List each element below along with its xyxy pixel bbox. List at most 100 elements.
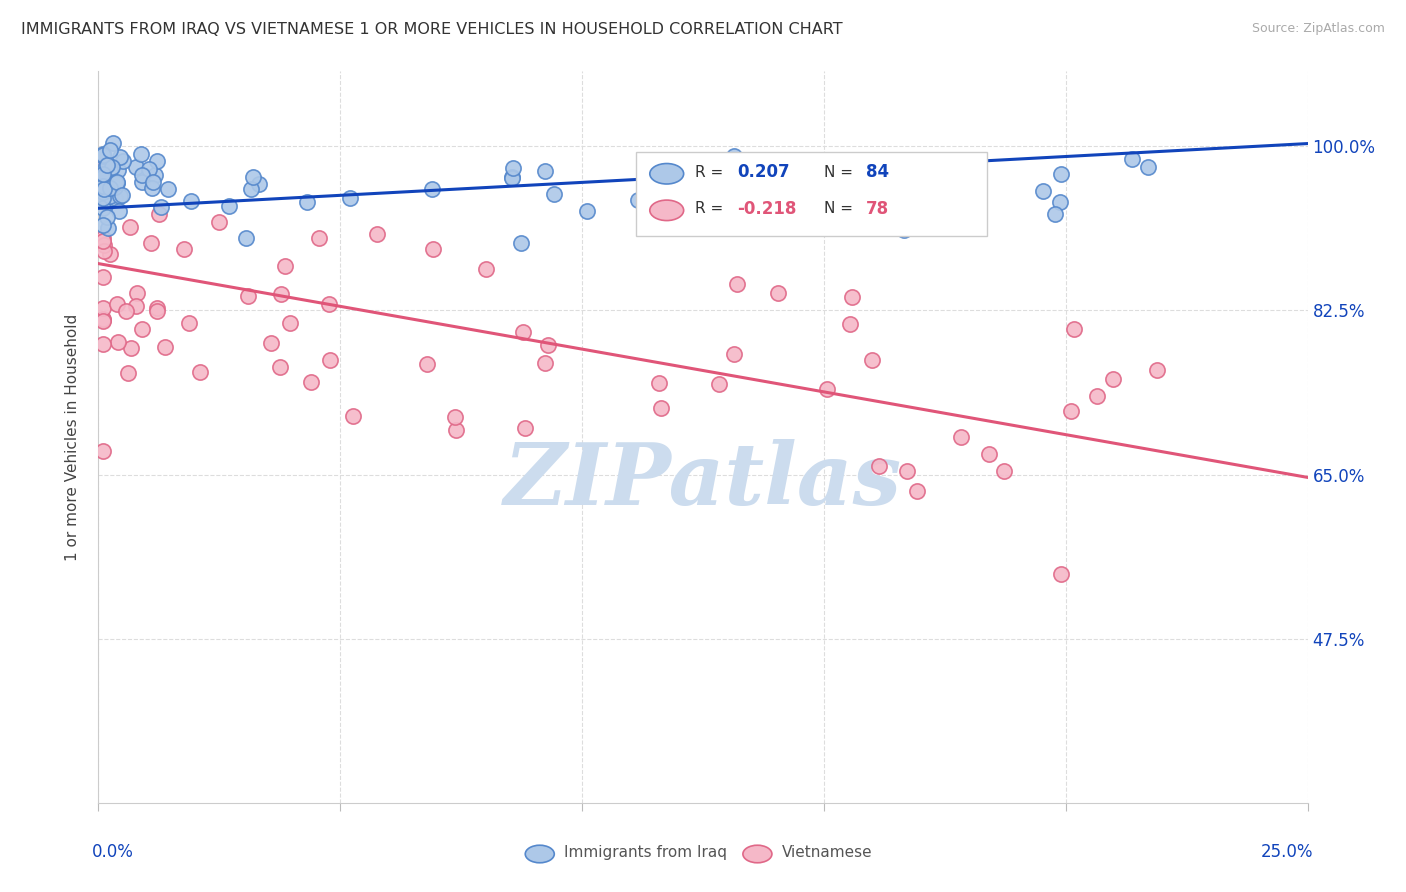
Point — [91, 158, 114, 172]
Point — [98, 163, 121, 178]
Point — [1085, 389, 1108, 403]
Point — [839, 317, 862, 331]
Point — [1137, 161, 1160, 175]
Point — [914, 194, 936, 208]
Point — [98, 143, 121, 157]
Point — [512, 326, 534, 340]
Point — [111, 187, 134, 202]
Point — [157, 182, 180, 196]
Point — [650, 401, 672, 416]
Point — [91, 219, 114, 233]
Point — [807, 213, 830, 227]
Text: N =: N = — [824, 202, 858, 217]
Point — [173, 242, 195, 256]
Point — [108, 204, 131, 219]
Point — [108, 150, 131, 164]
Point — [366, 227, 388, 241]
Circle shape — [742, 846, 772, 863]
Point — [107, 163, 129, 178]
Point — [91, 313, 114, 327]
Point — [1050, 567, 1073, 582]
Point — [91, 190, 114, 204]
Point — [93, 174, 115, 188]
Point — [295, 195, 318, 210]
Point — [274, 259, 297, 273]
Point — [896, 464, 918, 478]
Text: ZIPatlas: ZIPatlas — [503, 439, 903, 523]
Text: Vietnamese: Vietnamese — [782, 845, 872, 860]
Point — [91, 201, 114, 215]
Point — [537, 338, 560, 352]
Point — [1050, 167, 1073, 181]
Point — [91, 147, 114, 161]
Point — [150, 200, 173, 214]
Point — [91, 178, 114, 192]
Point — [91, 149, 114, 163]
Point — [815, 382, 838, 396]
Point — [841, 290, 863, 304]
Point — [91, 270, 114, 285]
Point — [125, 285, 148, 300]
Point — [208, 215, 231, 229]
Point — [533, 163, 555, 178]
Point — [444, 409, 467, 424]
Y-axis label: 1 or more Vehicles in Household: 1 or more Vehicles in Household — [65, 313, 80, 561]
Point — [725, 277, 748, 292]
Point — [1032, 184, 1054, 198]
Point — [93, 244, 115, 259]
Circle shape — [526, 846, 554, 863]
Point — [104, 177, 127, 191]
Point — [96, 210, 118, 224]
Point — [114, 304, 136, 318]
Point — [100, 160, 122, 174]
Point — [860, 353, 883, 368]
Point — [446, 423, 468, 437]
Point — [247, 178, 270, 192]
Point — [118, 219, 141, 234]
Point — [534, 356, 557, 370]
Point — [91, 167, 114, 181]
Point — [105, 176, 128, 190]
Point — [91, 301, 114, 315]
Point — [422, 243, 444, 257]
Point — [108, 189, 131, 203]
Point — [299, 375, 322, 389]
Text: N =: N = — [824, 165, 858, 180]
Text: 0.207: 0.207 — [737, 163, 790, 181]
Point — [155, 340, 177, 354]
Text: 25.0%: 25.0% — [1261, 843, 1313, 861]
Point — [218, 198, 240, 212]
Point — [269, 359, 291, 374]
Point — [112, 154, 135, 169]
Point — [868, 458, 890, 473]
Point — [142, 176, 165, 190]
Point — [91, 337, 114, 351]
Point — [96, 158, 118, 172]
Point — [260, 335, 283, 350]
Point — [1060, 404, 1083, 418]
Point — [318, 297, 340, 311]
Point — [125, 299, 148, 313]
Point — [91, 443, 114, 458]
Point — [648, 376, 671, 390]
Point — [91, 191, 114, 205]
Point — [131, 168, 153, 182]
Point — [420, 182, 443, 196]
Point — [91, 311, 114, 326]
Circle shape — [650, 163, 683, 184]
Point — [91, 314, 114, 328]
Text: 0.0%: 0.0% — [93, 843, 134, 861]
Point — [93, 238, 115, 252]
Point — [91, 170, 114, 185]
Point — [1146, 363, 1168, 377]
Point — [475, 262, 498, 277]
Point — [576, 203, 599, 218]
Point — [762, 192, 785, 206]
Point — [103, 177, 125, 191]
Point — [768, 286, 790, 301]
Point — [893, 223, 915, 237]
Point — [308, 231, 330, 245]
Point — [91, 179, 114, 194]
Point — [510, 235, 533, 250]
Point — [93, 182, 115, 196]
